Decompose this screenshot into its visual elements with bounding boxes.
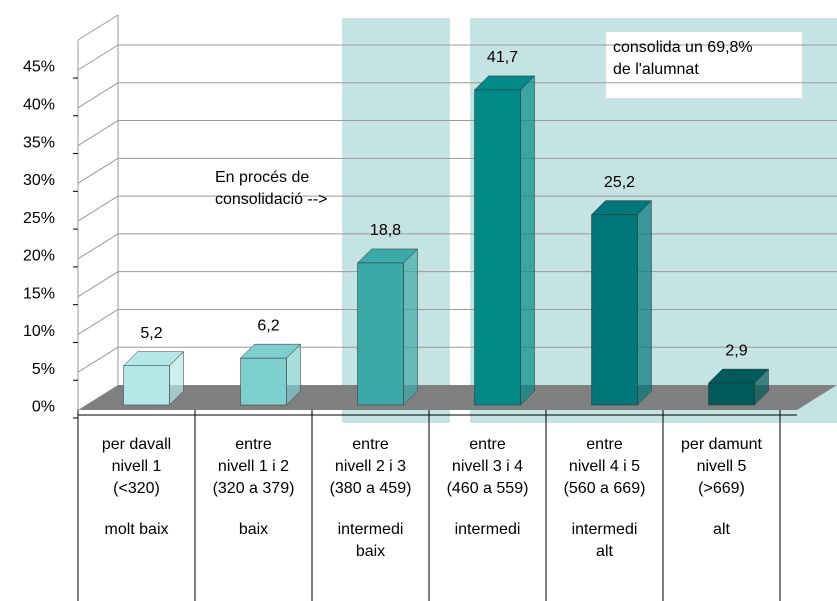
x-tick-label: (<320) [113, 480, 160, 497]
level-label: alt [713, 521, 730, 538]
bar [240, 357, 287, 406]
value-label: 25,2 [604, 174, 635, 191]
x-tick-label: (560 a 669) [564, 480, 646, 497]
value-label: 5,2 [140, 325, 162, 342]
value-label: 6,2 [257, 317, 279, 334]
bar [708, 382, 755, 406]
grid-line [77, 309, 119, 335]
x-tick-label: nivell 2 i 3 [335, 458, 406, 475]
x-tick-label: per davall [102, 436, 171, 453]
x-tick-label: nivell 4 i 5 [569, 458, 640, 475]
value-label: 2,9 [725, 342, 747, 359]
y-tick-label: 25% [23, 210, 55, 227]
x-tick-label: (>669) [698, 480, 745, 497]
bar [591, 214, 638, 406]
grid-line [77, 157, 119, 184]
y-tick-label: 0% [32, 399, 55, 416]
level-label: intermedi [572, 521, 638, 538]
x-tick-label: entre [469, 436, 506, 453]
bar [357, 262, 404, 406]
level-label: baix [239, 521, 268, 538]
bar-side [637, 199, 652, 406]
y-tick-label: 20% [23, 248, 55, 265]
x-tick-label: per damunt [681, 436, 762, 453]
x-tick-label: nivell 3 i 4 [452, 458, 523, 475]
grid-line [77, 195, 119, 222]
x-tick-label: (320 a 379) [213, 480, 295, 497]
annotation: consolidació --> [215, 191, 328, 208]
annotation: consolida un 69,8% [613, 39, 753, 56]
bar [474, 89, 521, 406]
y-tick-label: 30% [23, 172, 55, 189]
x-tick-label: (460 a 559) [447, 480, 529, 497]
grid-line [77, 346, 119, 373]
x-tick-label: entre [352, 436, 389, 453]
level-label: molt baix [104, 521, 168, 538]
x-tick-label: nivell 1 i 2 [218, 458, 289, 475]
bar [123, 365, 170, 406]
annotation-box [606, 32, 802, 98]
level-label: baix [356, 543, 385, 560]
annotation: En procés de [215, 169, 309, 186]
grid-line [77, 82, 119, 109]
x-tick-label: entre [235, 436, 272, 453]
grid-line [77, 44, 119, 71]
grid-line [77, 120, 119, 146]
y-tick-label: 45% [23, 59, 55, 76]
y-tick-label: 5% [32, 361, 55, 378]
value-label: 41,7 [487, 49, 518, 66]
annotation: de l'alumnat [613, 61, 699, 78]
level-label: alt [596, 543, 613, 560]
x-tick-label: (380 a 459) [330, 480, 412, 497]
y-tick-label: 35% [23, 134, 55, 151]
value-label: 18,8 [370, 222, 401, 239]
left-wall-edge [77, 14, 119, 41]
bar-side [520, 75, 535, 406]
y-tick-label: 15% [23, 285, 55, 302]
x-tick-label: nivell 5 [697, 458, 747, 475]
y-tick-label: 10% [23, 323, 55, 340]
level-label: intermedi [455, 521, 521, 538]
grid-line [77, 233, 119, 260]
x-tick-label: entre [586, 436, 623, 453]
level-label: intermedi [338, 521, 404, 538]
grid-line [77, 271, 119, 298]
y-tick-label: 40% [23, 96, 55, 113]
x-tick-label: nivell 1 [112, 458, 162, 475]
bar-side [403, 248, 418, 406]
